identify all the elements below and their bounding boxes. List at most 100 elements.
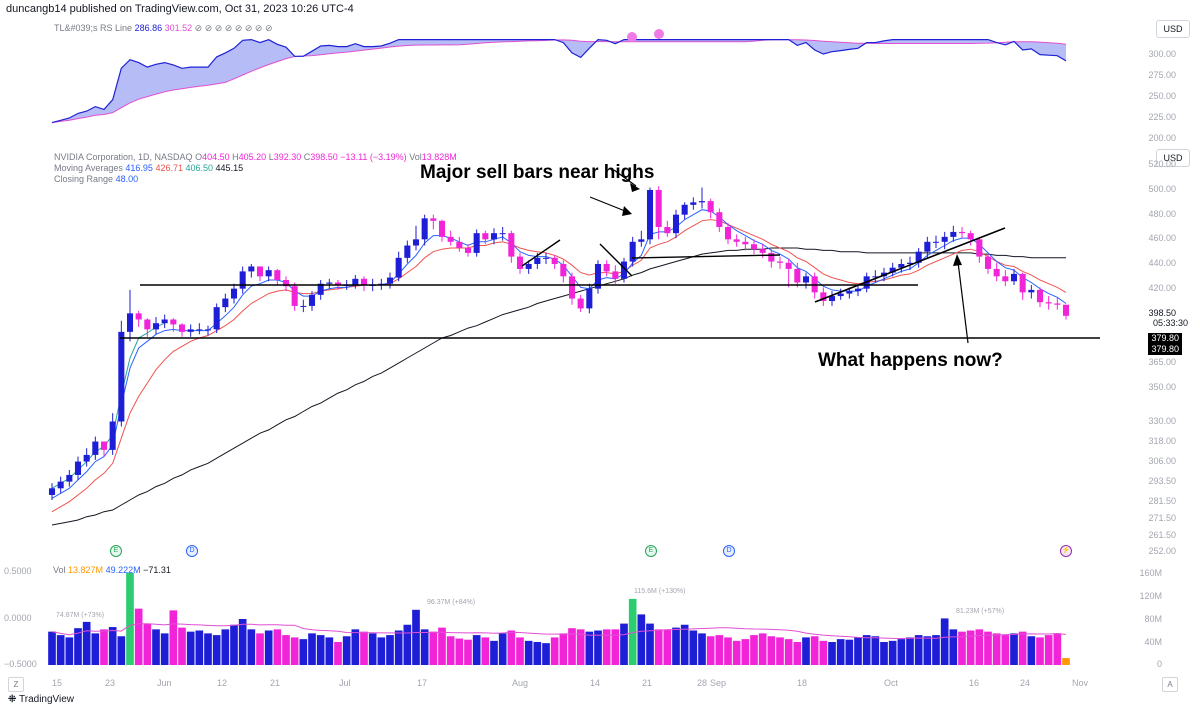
candle-body [586,288,593,309]
rs-fill-area [52,39,1066,123]
price-currency-button[interactable]: USD [1156,149,1190,167]
candle-body [681,204,688,215]
volume-legend[interactable]: Vol 13.827M 49.222M −71.31 [53,565,171,575]
close-value: 398.50 [310,152,338,162]
rs-value-1: 286.86 [134,23,163,33]
candles-layer [48,186,1070,500]
volume-bar [576,629,585,665]
candle-body [534,257,541,264]
candle-body [1010,273,1018,282]
volume-bar [273,629,282,665]
price-tick: 318.00 [1148,435,1176,446]
candle-body [92,441,99,455]
volume-bar [56,635,65,665]
time-tick: 18 [797,678,808,688]
rs-legend-icons[interactable]: ⊘ ⊘ ⊘ ⊘ ⊘ ⊘ ⊘ ⊘ [194,23,273,33]
rs-line [51,38,1067,124]
price-tick: 293.50 [1148,476,1176,487]
dividend-icon[interactable]: D [186,545,198,557]
rs-highlight-dot [627,32,637,42]
split-icon[interactable]: ⚡ [1060,545,1072,557]
time-tick: Aug [512,678,529,688]
rs-value-2: 301.52 [164,23,193,33]
volume-bar [490,640,498,665]
time-tick: 15 [52,678,63,688]
volume-bar [715,635,724,665]
last-price-label: 398.50 [1148,308,1176,318]
volume-bar [351,629,360,665]
volume-bar [542,643,550,665]
volume-bar [819,640,828,665]
closing-range-legend[interactable]: Closing Range 48.00 [54,174,138,184]
time-tick: 21 [270,678,281,688]
volume-bar [334,642,342,665]
candle-body [984,256,992,269]
level-price-box: 379.80 [1148,344,1182,355]
ma-value-2: 426.71 [155,163,183,173]
zoom-button[interactable]: Z [8,677,24,692]
candle-body [248,266,255,272]
volume-bar [186,631,195,665]
candle-body [230,288,238,299]
volume-average-line [51,623,1067,640]
candle-body [820,292,827,301]
candle-body [317,283,324,295]
dividend-icon[interactable]: D [723,545,735,557]
volume-bar [845,639,854,665]
auto-scale-button[interactable]: A [1162,677,1178,692]
candle-body [577,298,584,309]
rs-currency-button[interactable]: USD [1156,20,1190,38]
vol-spike-label: 81.23M (+57%) [956,608,1005,615]
price-tick: 281.50 [1148,496,1176,507]
volume-bar [836,639,845,665]
volume-bar [48,631,56,665]
candle-body [152,323,160,330]
volume-bar [533,642,542,665]
tv-logo-icon: ⁜ [8,694,17,705]
volume-bar [455,638,464,665]
volume-bar [117,636,126,665]
volume-bar [646,623,654,665]
candle-body [48,488,56,495]
candle-body [430,218,437,221]
candle-body [300,305,307,307]
rs-average-line [51,39,1067,124]
earnings-icon[interactable]: E [645,545,657,557]
candle-body [707,201,714,213]
volume-bar [256,633,264,665]
annotation-sell-bars: Major sell bars near highs [420,162,655,183]
volume-bar [394,630,403,665]
open-value: 404.50 [202,152,230,162]
volume-bar [100,629,108,665]
volume-bar [732,640,741,665]
price-tick: 440.00 [1148,258,1176,268]
candle-body [794,268,801,283]
candle-body [239,271,246,289]
vol-left-tick: −0.5000 [4,659,37,669]
candle-body [690,202,697,205]
earnings-icon[interactable]: E [110,545,122,557]
volume-bar [464,639,472,665]
rs-legend[interactable]: TL&#039;s RS Line 286.86 301.52 ⊘ ⊘ ⊘ ⊘ … [54,23,273,34]
candle-body [100,441,108,450]
candle-body [941,236,948,242]
volume-bar [403,624,412,665]
volume-bar [481,637,490,665]
vol-right-tick: 40M [1144,637,1162,647]
volume-bar [429,631,438,665]
candle-body [499,233,506,235]
cr-label: Closing Range [54,174,114,184]
ma-legend[interactable]: Moving Averages 416.95 426.71 406.50 445… [54,163,243,173]
tradingview-brand: ⁜ TradingView [8,694,74,705]
vol-right-tick: 80M [1144,614,1162,624]
candle-body [768,252,775,262]
candle-body [204,329,212,331]
candle-body [872,276,879,278]
rs-legend-name: TL&#039;s RS Line [54,23,133,33]
vol-spike-label: 96.37M (+84%) [427,599,476,606]
volume-bar [654,629,663,665]
price-tick: 252.00 [1148,545,1176,556]
volume-bar [1036,637,1044,665]
published-header: duncangb14 published on TradingView.com,… [6,3,354,15]
